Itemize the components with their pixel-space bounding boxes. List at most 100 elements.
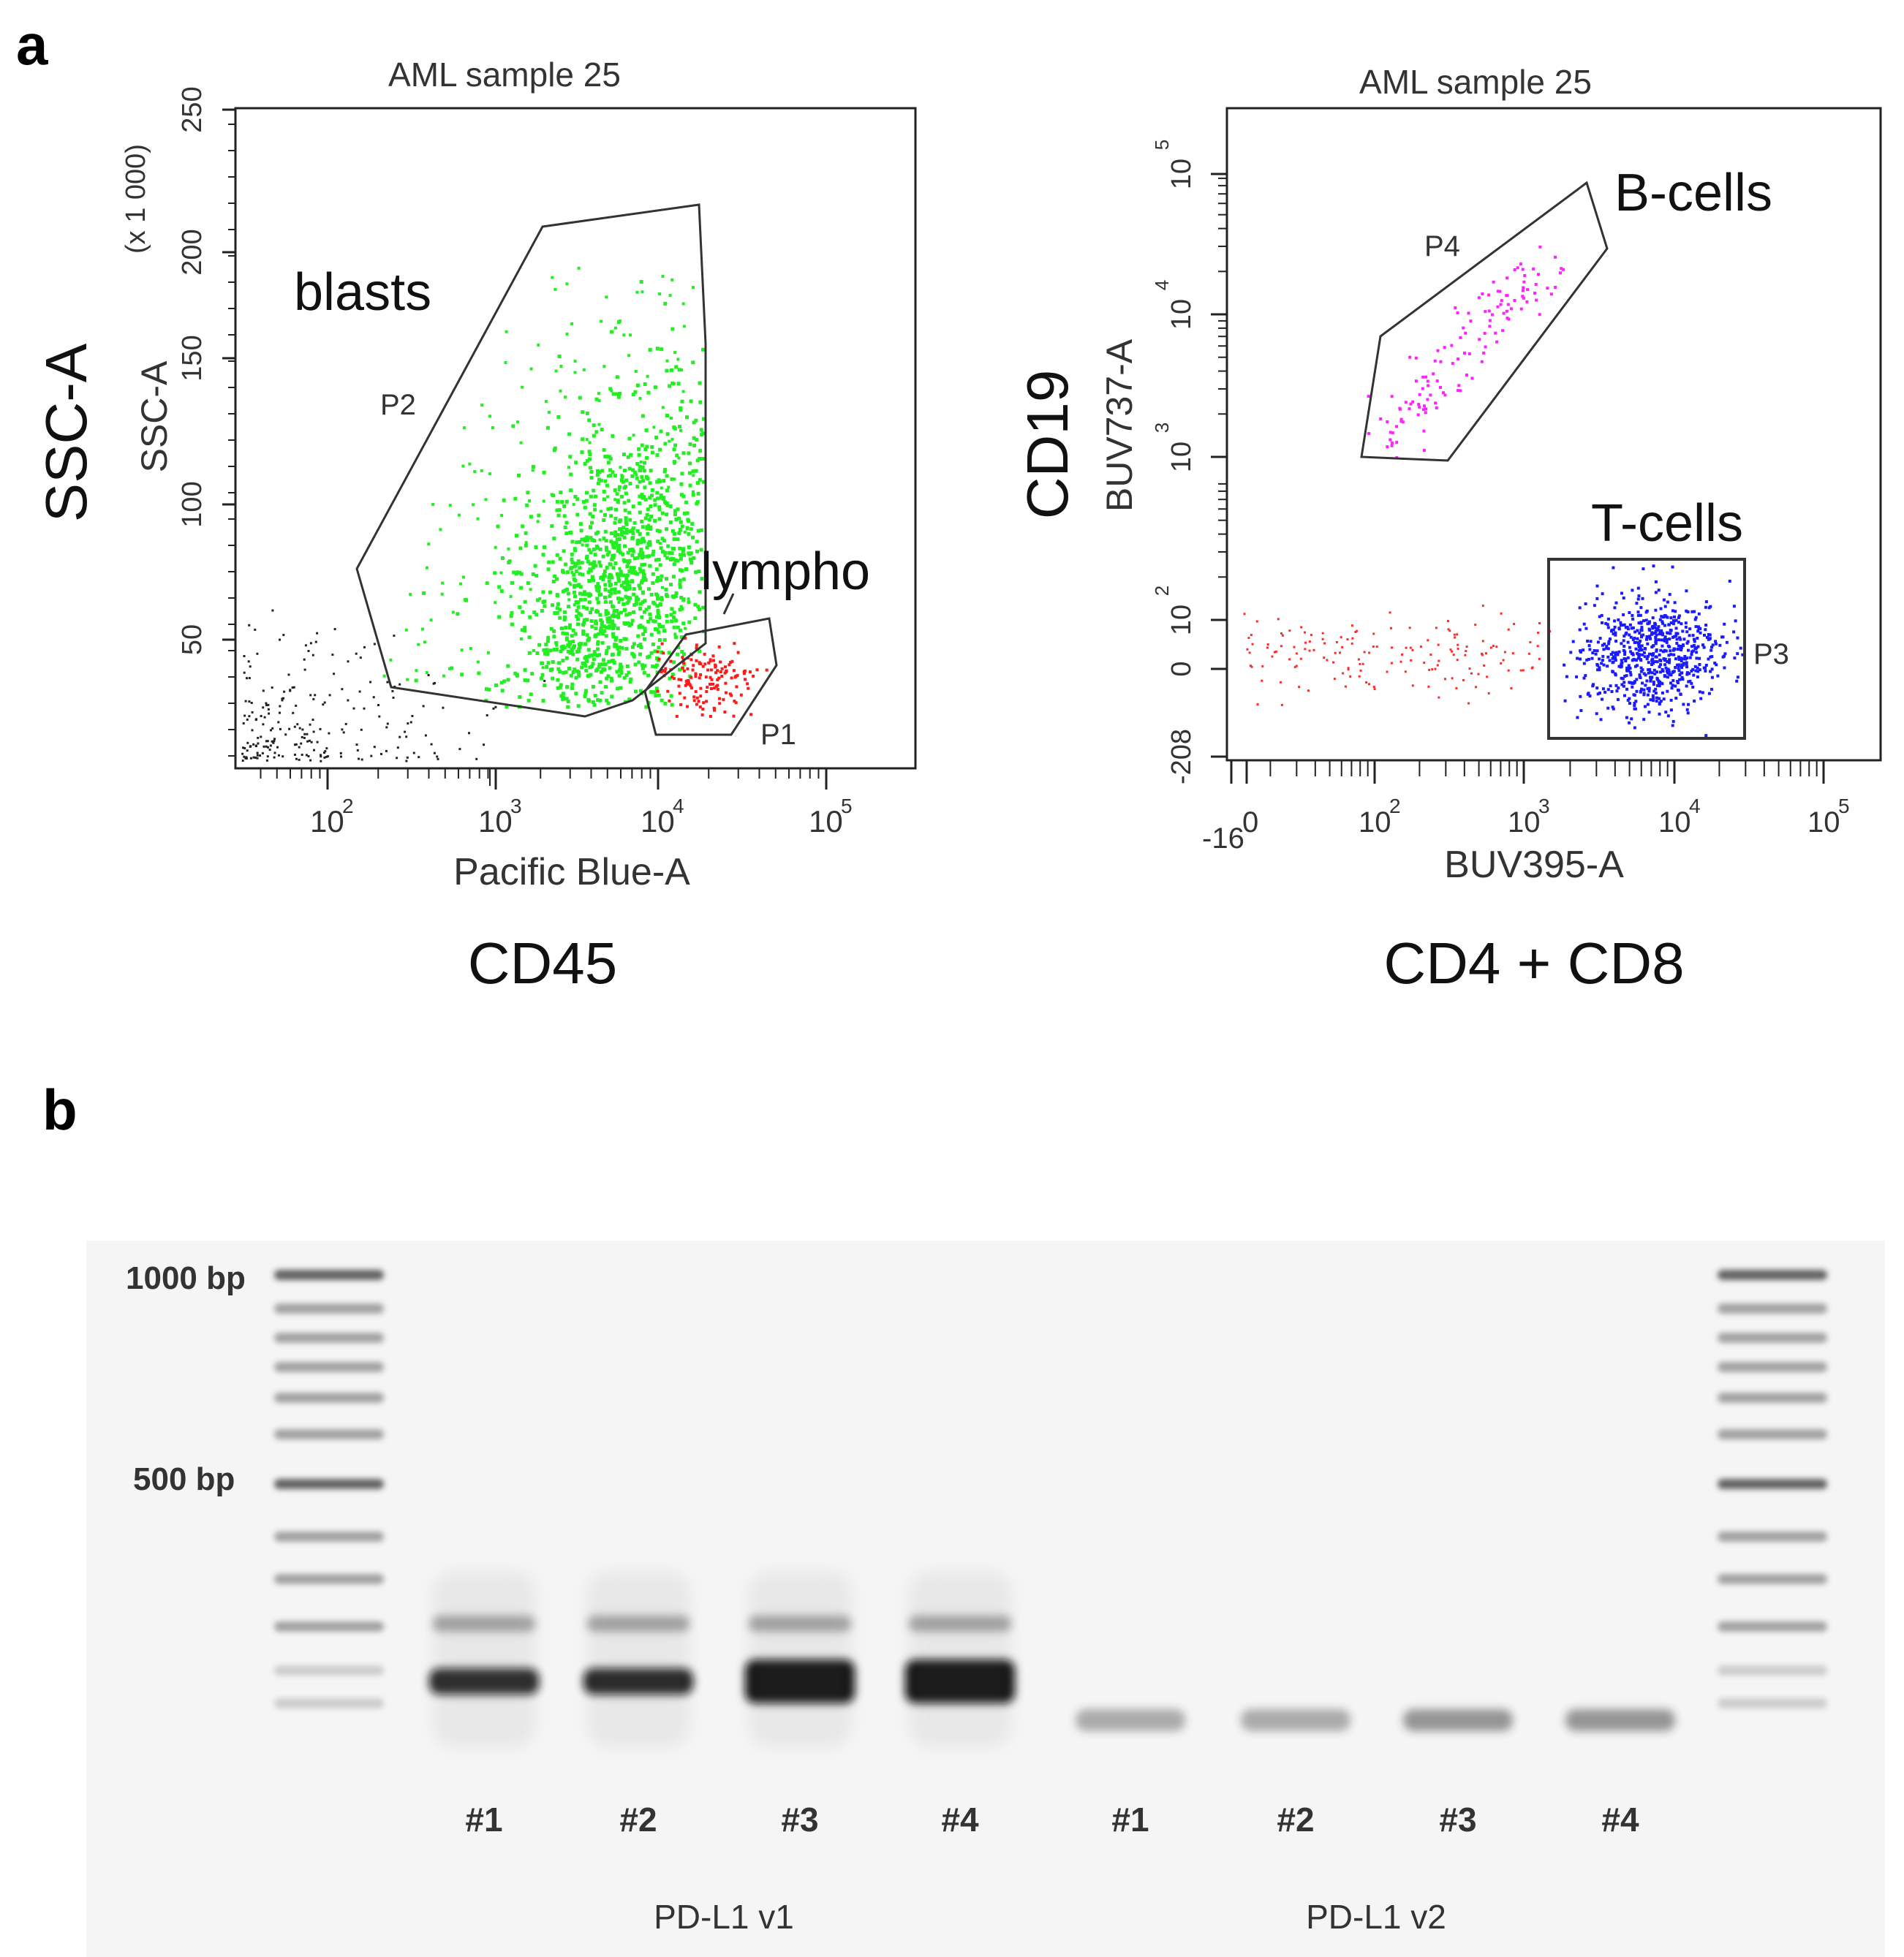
tcell-dot: [1669, 708, 1673, 712]
blast-dot: [577, 673, 581, 678]
blast-dot: [500, 689, 505, 693]
tcell-dot: [1652, 668, 1656, 672]
other-dot: [1339, 651, 1341, 654]
tcell-dot: [1636, 629, 1639, 632]
blast-dot: [640, 579, 644, 583]
left-plot-frame: [234, 107, 917, 770]
blast-dot: [549, 627, 554, 631]
bcell-dot: [1496, 289, 1500, 293]
blast-dot: [673, 351, 677, 355]
tcell-dot: [1631, 626, 1635, 629]
bcell-dot: [1408, 407, 1411, 411]
blast-dot: [630, 622, 633, 627]
blast-dot: [658, 602, 662, 606]
blast-dot: [595, 608, 599, 612]
blast-dot: [511, 424, 515, 428]
blast-dot: [613, 644, 617, 648]
blast-dot: [590, 607, 594, 611]
blast-dot: [654, 592, 659, 597]
tcell-dot: [1664, 615, 1668, 618]
right-flow-plot: AML sample 25 P4 P3 B-cells T-cells 1051…: [1015, 63, 1882, 996]
lympho-dot: [729, 661, 733, 665]
tcell-dot: [1651, 627, 1655, 630]
blast-dot: [643, 447, 648, 452]
other-dot: [1487, 692, 1490, 694]
blast-dot: [573, 590, 576, 594]
blast-dot: [576, 622, 580, 627]
ladder-band-left: [274, 1303, 384, 1314]
other-dot: [1359, 669, 1362, 672]
tcell-dot: [1658, 632, 1661, 636]
left-x-tick-label: 10: [641, 804, 675, 839]
bcell-dot: [1487, 293, 1491, 297]
gate-p3-tcells: [1547, 558, 1746, 740]
tcell-dot: [1678, 673, 1682, 676]
debris-dot: [309, 759, 312, 762]
blast-dot: [643, 562, 647, 567]
bcell-dot: [1521, 268, 1525, 271]
bcell-dot: [1439, 386, 1442, 389]
blast-dot: [581, 630, 586, 635]
blast-dot: [659, 429, 663, 434]
ladder-band-left: [274, 1532, 384, 1542]
tcell-dot: [1625, 631, 1628, 635]
tcell-dot: [1690, 653, 1693, 656]
blast-dot: [567, 432, 572, 436]
debris-dot: [266, 740, 269, 743]
tcell-dot: [1699, 631, 1702, 635]
tcell-dot: [1613, 619, 1617, 623]
other-dot: [1363, 651, 1366, 654]
lympho-dot: [657, 657, 661, 661]
blast-dot: [606, 619, 611, 624]
tcell-dot: [1664, 649, 1668, 653]
other-dot: [1334, 651, 1337, 654]
tcell-dot: [1611, 656, 1614, 660]
debris-dot: [385, 726, 388, 729]
bcell-dot: [1538, 245, 1542, 249]
bcell-dot: [1525, 300, 1529, 303]
blast-dot: [640, 563, 644, 567]
tcell-dot: [1611, 705, 1614, 709]
tcell-dot: [1688, 634, 1691, 637]
blast-dot: [545, 665, 549, 669]
tcell-dot: [1609, 684, 1612, 688]
blast-dot: [558, 607, 562, 612]
tcell-dot: [1628, 697, 1631, 700]
blast-dot: [494, 601, 497, 605]
tcell-dot: [1682, 637, 1686, 641]
tcell-dot: [1687, 703, 1690, 706]
debris-dot: [360, 728, 363, 731]
tcell-dot: [1666, 689, 1669, 693]
blast-dot: [687, 597, 690, 601]
tcell-dot: [1652, 564, 1655, 568]
blast-dot: [643, 497, 648, 501]
blast-dot: [615, 543, 619, 547]
other-dot: [1255, 620, 1258, 623]
tcell-dot: [1680, 656, 1683, 660]
left-scatter-dots: [241, 266, 768, 762]
blast-dot: [566, 700, 570, 703]
tcell-dot: [1648, 667, 1652, 671]
blast-dot: [638, 464, 642, 469]
tcell-dot: [1644, 684, 1647, 687]
tcell-dot: [1642, 692, 1646, 695]
blast-dot: [647, 605, 651, 610]
debris-dot: [282, 634, 285, 637]
debris-dot: [246, 741, 249, 744]
tcell-dot: [1659, 648, 1663, 652]
lympho-dot: [728, 692, 732, 696]
blast-dot: [616, 579, 621, 583]
blast-dot: [689, 559, 693, 564]
blast-dot: [687, 620, 692, 624]
blast-dot: [542, 470, 546, 474]
tcell-dot: [1612, 707, 1615, 711]
tcell-dot: [1653, 632, 1657, 635]
blast-dot: [698, 649, 702, 654]
debris-dot: [311, 654, 314, 656]
blast-dot: [567, 598, 571, 602]
blast-dot: [636, 643, 641, 648]
bcell-dot: [1389, 431, 1392, 434]
blast-dot: [699, 428, 703, 432]
bcell-dot: [1483, 332, 1486, 335]
blast-dot: [670, 607, 674, 611]
